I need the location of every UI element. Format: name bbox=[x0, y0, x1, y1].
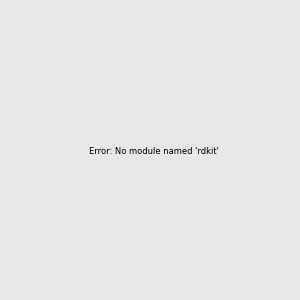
Text: Error: No module named 'rdkit': Error: No module named 'rdkit' bbox=[89, 147, 219, 156]
